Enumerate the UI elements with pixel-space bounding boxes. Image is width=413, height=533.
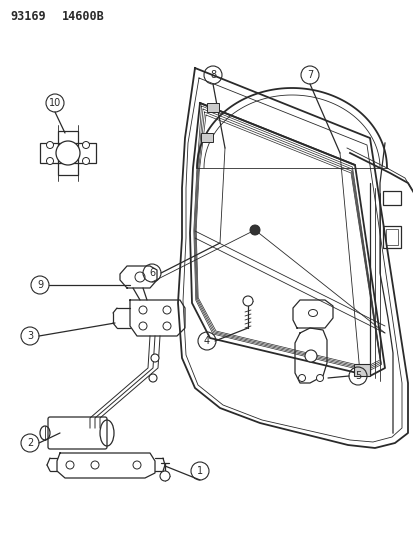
Circle shape bbox=[163, 306, 171, 314]
Text: 8: 8 bbox=[209, 70, 216, 80]
Circle shape bbox=[149, 374, 157, 382]
Bar bbox=[58, 131, 78, 175]
Bar bbox=[353, 364, 369, 376]
Circle shape bbox=[151, 354, 159, 362]
Bar bbox=[385, 229, 397, 245]
Text: 9: 9 bbox=[37, 280, 43, 290]
Circle shape bbox=[304, 350, 316, 362]
Text: 14600B: 14600B bbox=[62, 10, 104, 23]
Bar bbox=[382, 191, 400, 205]
Circle shape bbox=[139, 306, 147, 314]
Bar bbox=[201, 133, 212, 142]
Text: 3: 3 bbox=[27, 331, 33, 341]
Bar bbox=[206, 103, 218, 112]
Circle shape bbox=[298, 375, 305, 382]
Text: 10: 10 bbox=[49, 98, 61, 108]
Circle shape bbox=[242, 296, 252, 306]
Circle shape bbox=[56, 141, 80, 165]
Bar bbox=[382, 226, 400, 248]
Text: 1: 1 bbox=[197, 466, 202, 476]
Circle shape bbox=[159, 471, 170, 481]
Circle shape bbox=[163, 322, 171, 330]
Circle shape bbox=[46, 141, 53, 149]
Circle shape bbox=[66, 461, 74, 469]
Circle shape bbox=[249, 225, 259, 235]
Text: 93169: 93169 bbox=[10, 10, 45, 23]
Bar bbox=[40, 143, 96, 163]
Text: 2: 2 bbox=[27, 438, 33, 448]
Text: 6: 6 bbox=[149, 268, 155, 278]
Text: 4: 4 bbox=[204, 336, 209, 346]
Circle shape bbox=[91, 461, 99, 469]
Text: 5: 5 bbox=[354, 371, 360, 381]
Circle shape bbox=[82, 157, 89, 165]
Circle shape bbox=[139, 322, 147, 330]
Ellipse shape bbox=[308, 310, 317, 317]
Text: 7: 7 bbox=[306, 70, 312, 80]
Circle shape bbox=[135, 272, 145, 282]
Circle shape bbox=[133, 461, 141, 469]
Circle shape bbox=[82, 141, 89, 149]
Circle shape bbox=[46, 157, 53, 165]
Circle shape bbox=[316, 375, 323, 382]
